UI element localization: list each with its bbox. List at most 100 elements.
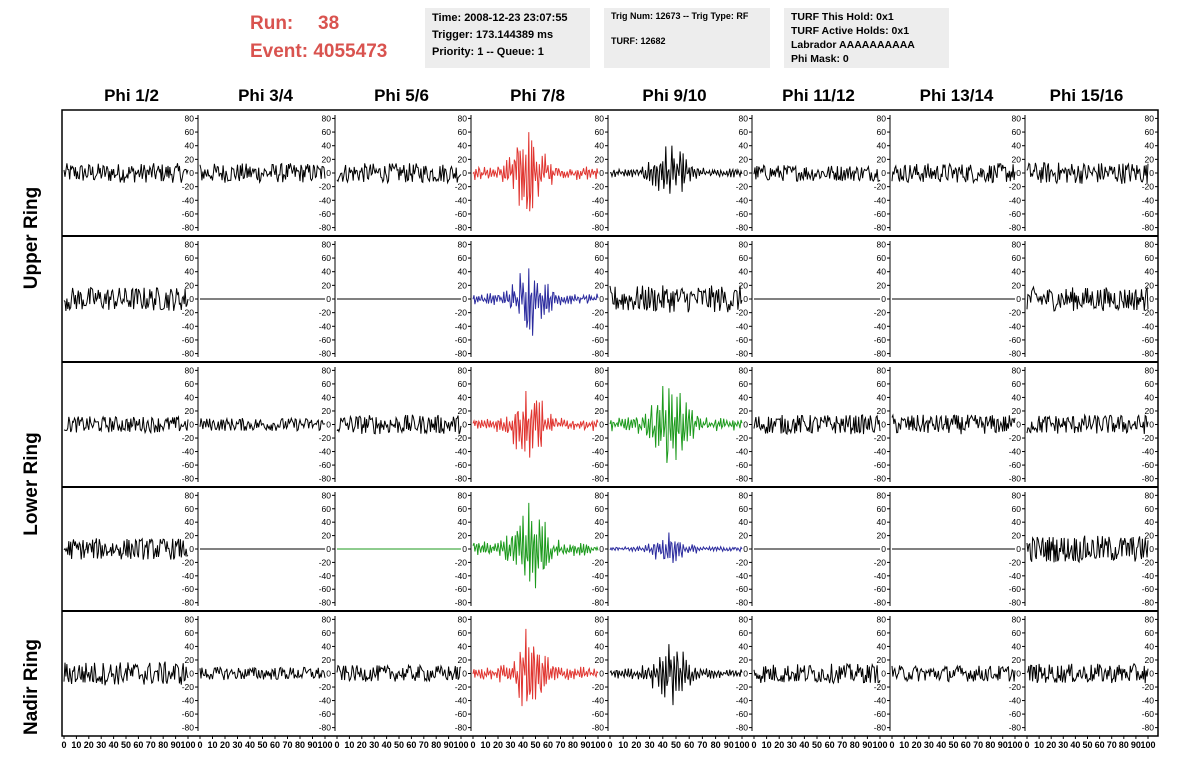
y-tick-label: 40	[185, 392, 195, 402]
y-tick-label: -20	[1142, 308, 1155, 318]
y-tick-label: 20	[1012, 280, 1022, 290]
waveform-trace	[609, 285, 743, 313]
priority-text: Priority: 1 -- Queue: 1	[432, 46, 544, 58]
waveform-trace	[63, 163, 189, 183]
y-tick-label: 80	[458, 113, 468, 123]
x-tick-label: 50	[121, 740, 131, 750]
y-tick-label: 20	[877, 280, 887, 290]
y-tick-label: -40	[455, 571, 468, 581]
y-tick-label: 40	[877, 267, 887, 277]
y-tick-label: -80	[455, 598, 468, 608]
y-tick-label: 20	[739, 154, 749, 164]
y-tick-label: -20	[874, 308, 887, 318]
waveform-trace	[1026, 413, 1149, 435]
y-tick-label: -20	[1142, 433, 1155, 443]
y-tick-label: -40	[319, 696, 332, 706]
y-tick-label: -60	[319, 584, 332, 594]
y-tick-label: -40	[1142, 321, 1155, 331]
x-tick-label: 40	[245, 740, 255, 750]
y-tick-label: -60	[1142, 209, 1155, 219]
waveform-trace	[609, 145, 743, 194]
x-tick-label: 20	[357, 740, 367, 750]
y-tick-label: -80	[736, 223, 749, 233]
y-tick-label: 60	[739, 127, 749, 137]
y-tick-label: 80	[1012, 490, 1022, 500]
x-tick-label: 100	[1007, 740, 1022, 750]
y-tick-label: 20	[1012, 406, 1022, 416]
x-tick-label: 40	[658, 740, 668, 750]
x-tick-label: 0	[889, 740, 894, 750]
y-tick-label: 80	[1145, 113, 1155, 123]
y-tick-label: 80	[1145, 365, 1155, 375]
x-tick-label: 60	[543, 740, 553, 750]
y-tick-label: 0	[743, 669, 748, 679]
panel-r2-c3: -80 -60 -40 -20 0 20 40 60 80	[337, 239, 472, 359]
y-tick-label: 0	[189, 669, 194, 679]
x-tick-label: 20	[84, 740, 94, 750]
x-tick-label: 90	[580, 740, 590, 750]
y-tick-label: 60	[1012, 253, 1022, 263]
y-tick-label: 20	[595, 280, 605, 290]
x-tick-label: 30	[924, 740, 934, 750]
y-tick-label: 40	[1145, 641, 1155, 651]
y-tick-label: 60	[458, 127, 468, 137]
x-tick-label: 10	[344, 740, 354, 750]
y-tick-label: -40	[592, 571, 605, 581]
y-tick-label: -60	[736, 584, 749, 594]
panel-r3-c2: -80 -60 -40 -20 0 20 40 60 80	[199, 365, 336, 484]
waveform-trace	[472, 132, 599, 212]
x-tick-label: 70	[837, 740, 847, 750]
y-tick-label: -60	[182, 335, 195, 345]
y-tick-label: -80	[455, 349, 468, 359]
y-tick-label: 0	[462, 544, 467, 554]
y-tick-label: -80	[1009, 474, 1022, 484]
y-tick-label: 40	[739, 641, 749, 651]
y-tick-label: 40	[185, 141, 195, 151]
y-tick-label: -20	[319, 433, 332, 443]
y-tick-label: -80	[455, 223, 468, 233]
x-axis-labels: 0 10 20 30 40 50 60 70 80 90 100 0 10 20 30 40 50 60 70 80 9…	[61, 736, 1156, 750]
y-tick-label: -20	[1009, 557, 1022, 567]
y-tick-label: 80	[595, 113, 605, 123]
y-tick-label: 60	[595, 379, 605, 389]
x-tick-label: 40	[518, 740, 528, 750]
y-tick-label: 80	[322, 490, 332, 500]
y-tick-label: -40	[736, 571, 749, 581]
y-tick-label: -60	[455, 584, 468, 594]
y-tick-label: -40	[319, 321, 332, 331]
y-tick-label: 80	[877, 239, 887, 249]
y-tick-label: 20	[458, 154, 468, 164]
y-tick-label: -20	[1009, 308, 1022, 318]
y-tick-label: 20	[1145, 154, 1155, 164]
y-tick-label: 60	[458, 628, 468, 638]
y-tick-label: 20	[595, 655, 605, 665]
x-tick-label: 50	[812, 740, 822, 750]
y-tick-label: -80	[182, 349, 195, 359]
y-tick-label: 20	[322, 280, 332, 290]
y-tick-label: 20	[595, 531, 605, 541]
y-tick-label: 0	[1016, 420, 1021, 430]
y-tick-label: 0	[599, 420, 604, 430]
y-tick-label: -40	[592, 447, 605, 457]
y-tick-label: 40	[458, 641, 468, 651]
y-tick-label: -40	[319, 571, 332, 581]
panel-r1-c3: -80 -60 -40 -20 0 20 40 60 80	[336, 113, 472, 233]
y-tick-label: -40	[1142, 195, 1155, 205]
x-tick-label: 60	[684, 740, 694, 750]
y-tick-label: 80	[739, 490, 749, 500]
y-tick-label: 0	[189, 168, 194, 178]
x-tick-label: 70	[146, 740, 156, 750]
y-tick-label: -80	[592, 598, 605, 608]
y-tick-label: -40	[736, 447, 749, 457]
column-header-phi-13-14: Phi 13/14	[919, 86, 994, 105]
y-tick-label: -40	[1009, 195, 1022, 205]
y-tick-label: 40	[1012, 267, 1022, 277]
y-tick-label: 80	[185, 614, 195, 624]
y-tick-label: 20	[1145, 655, 1155, 665]
column-header-phi-1-2: Phi 1/2	[104, 86, 159, 105]
y-tick-label: -40	[592, 321, 605, 331]
waveform-trace	[609, 644, 743, 706]
x-tick-label: 40	[936, 740, 946, 750]
y-tick-label: 60	[458, 253, 468, 263]
x-tick-label: 90	[307, 740, 317, 750]
